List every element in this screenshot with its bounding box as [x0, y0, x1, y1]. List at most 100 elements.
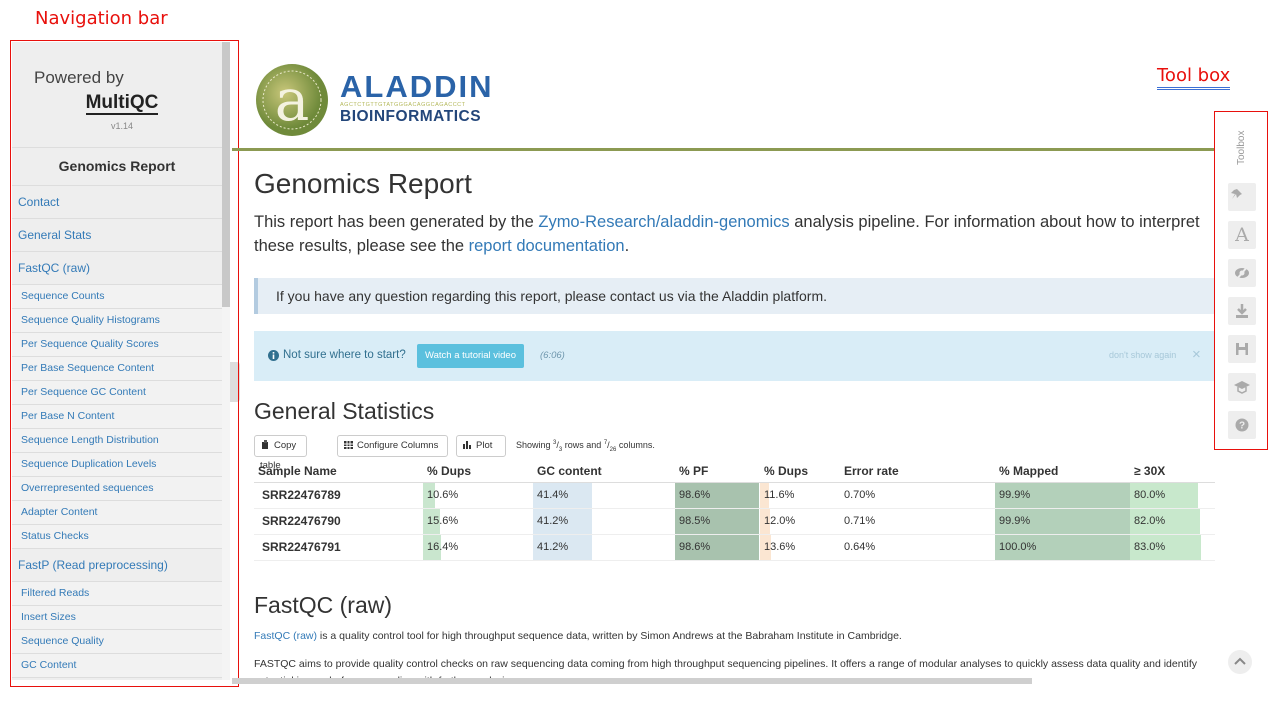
header-row: Sample Name% Dups GC content% PF% Dups Err…: [254, 460, 1215, 483]
toolbox-button[interactable]: [1228, 259, 1256, 287]
table-cell: 12.0%: [760, 508, 840, 535]
multiqc-logo[interactable]: MultiQC: [85, 92, 159, 115]
cell-bar: [760, 534, 771, 560]
nav-item[interactable]: General Stats: [12, 219, 222, 252]
link[interactable]: Zymo-Research/aladdin-genomics: [538, 213, 790, 231]
table-cell: 41.2%: [533, 534, 675, 561]
nav-subitem[interactable]: Per Sequence GC Content: [12, 381, 222, 405]
toolbox-icon: [1231, 189, 1242, 199]
cell-bar: [1130, 482, 1198, 508]
column-header[interactable]: Sample Name: [254, 460, 423, 483]
cell-text: 0.71%: [844, 515, 876, 527]
aladdin-logo: a ALADDIN AGCTCTGTTGTATGGGACAGGCAGACCCT …: [256, 64, 492, 136]
general-stats-table: Sample Name% Dups GC content% PF% Dups Err…: [254, 460, 1215, 561]
cell-text: 98.6%: [679, 489, 711, 501]
table-button[interactable]: Configure Columns: [337, 435, 448, 457]
table-cell: 99.9%: [995, 508, 1130, 535]
table-cell: 99.9%: [995, 482, 1130, 509]
nav-subitem[interactable]: Adapter Content: [12, 501, 222, 525]
table-cell: 41.4%: [533, 482, 675, 509]
toolbox-button[interactable]: A: [1228, 221, 1256, 249]
toolbox-icon: [1236, 343, 1248, 355]
column-header[interactable]: % Mapped: [995, 460, 1130, 483]
button-label: Configure Columns: [357, 440, 439, 451]
cell-bar: [533, 482, 592, 508]
cell-text: 10.6%: [427, 489, 459, 501]
count: 3: [553, 440, 557, 446]
section-title: FastQC (raw): [254, 592, 392, 618]
button-icon: [344, 441, 353, 449]
powered-by: Powered by: [34, 68, 124, 87]
dismiss-link[interactable]: don't show again: [1109, 350, 1177, 360]
annotation-label: Navigation bar: [35, 8, 168, 29]
toolbox-button[interactable]: [1228, 373, 1256, 401]
nav-subitem[interactable]: Filtered Reads: [12, 582, 222, 606]
nav-subitem[interactable]: Insert Sizes: [12, 606, 222, 630]
button-icon: [463, 441, 471, 449]
link[interactable]: report documentation: [468, 237, 625, 255]
column-header[interactable]: % Dups: [423, 460, 533, 483]
toolbox-icon: [1235, 266, 1249, 280]
nav-subitem[interactable]: Sequence Quality Histograms: [12, 309, 222, 333]
nav-item[interactable]: Contact: [12, 186, 222, 219]
tutorial-button[interactable]: Watch a tutorial video: [417, 344, 524, 368]
logo-sub: BIOINFORMATICS: [340, 108, 481, 125]
nav-subitem[interactable]: Overrepresented sequences: [12, 477, 222, 501]
toolbox-button[interactable]: [1228, 183, 1256, 211]
nav-subitem[interactable]: Sequence Counts: [12, 285, 222, 309]
text: is a quality control tool for high throu…: [317, 630, 902, 642]
toolbox-button[interactable]: [1228, 297, 1256, 325]
logo-circle: [256, 64, 328, 136]
table-button[interactable]: Plot: [456, 435, 506, 457]
nav-subitem[interactable]: Sequence Duplication Levels: [12, 453, 222, 477]
cell-text: 13.6%: [764, 541, 796, 553]
cell-bar: [995, 508, 1130, 534]
column-header[interactable]: Error rate: [840, 460, 995, 483]
sidebar-toggle[interactable]: [230, 362, 240, 402]
nav-subitem[interactable]: Per Sequence Quality Scores: [12, 333, 222, 357]
logo-ring: [262, 70, 322, 130]
column-header[interactable]: ≥ 30X: [1130, 460, 1215, 483]
section-title: General Statistics: [254, 398, 435, 424]
cell-bar: [533, 508, 592, 534]
contact-note: If you have any question regarding this …: [254, 278, 1215, 314]
nav-subitem[interactable]: GC Content: [12, 654, 222, 678]
horizontal-scrollbar[interactable]: [232, 678, 1032, 684]
button-label: Plot: [476, 440, 493, 451]
close-button[interactable]: ×: [1192, 346, 1201, 363]
tutorial-prompt: Not sure where to start?: [283, 349, 406, 361]
cell-bar: [423, 508, 441, 534]
text: analysis pipeline. For information about…: [254, 213, 1200, 255]
table-cell: 0.64%: [840, 534, 995, 561]
table-cell: SRR22476789: [254, 482, 423, 509]
table-button[interactable]: Copy table: [254, 435, 307, 471]
toolbox-button[interactable]: [1228, 335, 1256, 363]
nav-item[interactable]: FastQC (raw): [12, 252, 222, 285]
column-header[interactable]: GC content: [533, 460, 675, 483]
cell-text: SRR22476790: [262, 514, 341, 528]
toolbox-button[interactable]: ?: [1228, 411, 1256, 439]
cell-bar: [675, 534, 759, 560]
nav-item[interactable]: FastP (Read preprocessing): [12, 549, 222, 582]
table-cell: 82.0%: [1130, 508, 1215, 535]
scrollbar-thumb[interactable]: [222, 42, 230, 307]
cell-text: 99.9%: [999, 489, 1031, 501]
cell-bar: [423, 534, 442, 560]
table-cell: SRR22476790: [254, 508, 423, 535]
tutorial-box: Not sure where to start? Watch a tutoria…: [254, 331, 1215, 381]
nav-subitem[interactable]: Sequence Length Distribution: [12, 429, 222, 453]
nav-subitem[interactable]: Per Base Sequence Content: [12, 357, 222, 381]
scroll-top-button[interactable]: [1228, 650, 1252, 674]
nav-subitem[interactable]: Per Base N Content: [12, 405, 222, 429]
cell-text: SRR22476789: [262, 488, 341, 502]
table-cell: 98.5%: [675, 508, 760, 535]
link[interactable]: FastQC (raw): [254, 630, 317, 642]
column-header[interactable]: % PF: [675, 460, 760, 483]
cell-text: 41.2%: [537, 541, 569, 553]
sidebar-title[interactable]: Genomics Report: [12, 148, 222, 186]
nav-subitem[interactable]: Sequence Quality: [12, 630, 222, 654]
nav-subitem[interactable]: Status Checks: [12, 525, 222, 549]
column-header[interactable]: % Dups: [760, 460, 840, 483]
header-divider: [232, 148, 1215, 151]
